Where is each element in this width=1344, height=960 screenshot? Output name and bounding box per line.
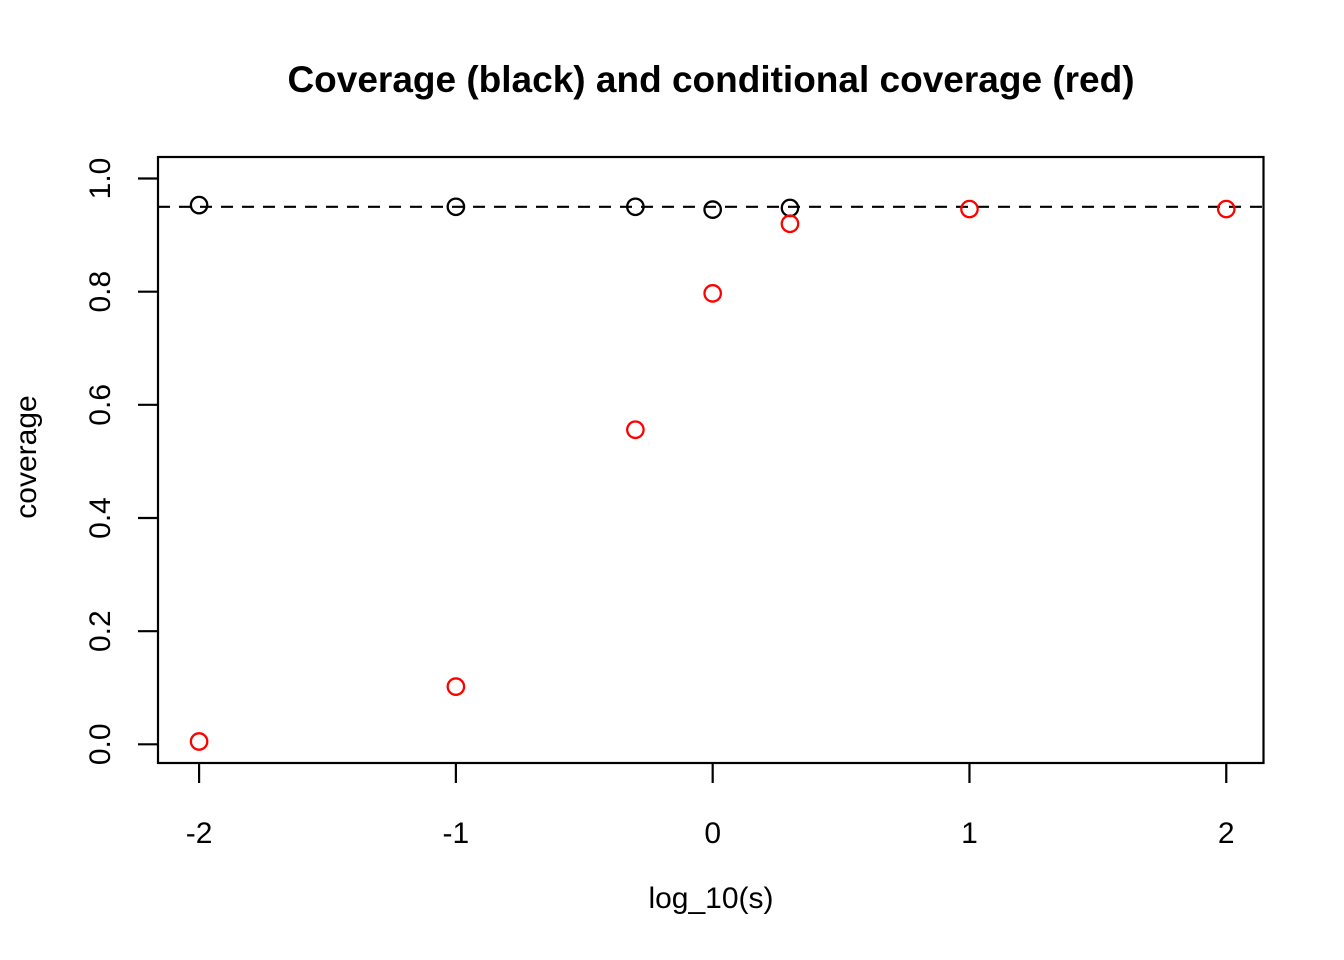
chart-title: Coverage (black) and conditional coverag… — [287, 59, 1135, 100]
data-point-conditional-coverage-red — [189, 732, 209, 751]
x-tick-label: 2 — [1218, 817, 1235, 850]
data-point-coverage-black — [626, 197, 645, 217]
data-point-coverage-black — [780, 198, 800, 218]
y-tick-label: 0.4 — [84, 497, 117, 539]
data-point-conditional-coverage-red — [446, 677, 466, 696]
plot-border — [156, 155, 1265, 765]
data-point-conditional-coverage-red — [1216, 199, 1236, 219]
data-point-conditional-coverage-red — [780, 214, 800, 234]
data-point-conditional-coverage-red — [960, 199, 979, 219]
data-point-coverage-black — [703, 200, 723, 219]
y-tick-label: 0.0 — [84, 723, 117, 765]
y-tick-label: 0.2 — [84, 610, 117, 652]
data-point-conditional-coverage-red — [626, 420, 645, 440]
data-point-coverage-black — [446, 197, 466, 217]
y-tick-label: 1.0 — [84, 158, 117, 200]
x-tick-label: 1 — [961, 817, 978, 850]
x-tick-label: -2 — [186, 817, 213, 850]
data-point-conditional-coverage-red — [703, 284, 723, 303]
x-tick-label: 0 — [704, 817, 721, 850]
x-tick-label: -1 — [443, 817, 470, 850]
data-point-coverage-black — [189, 195, 209, 215]
y-tick-label: 0.8 — [84, 271, 117, 313]
x-axis-label: log_10(s) — [648, 882, 774, 915]
y-tick-label: 0.6 — [84, 384, 117, 426]
